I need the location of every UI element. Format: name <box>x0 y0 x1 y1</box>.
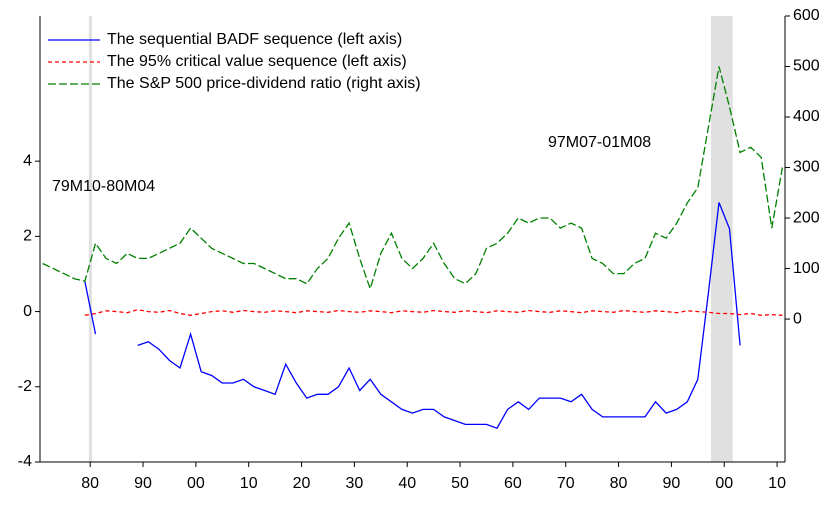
y-tick-label: -4 <box>18 453 32 470</box>
x-tick-label: 80 <box>81 475 99 492</box>
series-line <box>84 309 783 316</box>
x-tick-label: 80 <box>610 475 628 492</box>
x-tick-label: 90 <box>134 475 152 492</box>
x-tick-label: 30 <box>345 475 363 492</box>
legend-label: The S&P 500 price-dividend ratio (right … <box>107 75 421 92</box>
y-tick-label: 4 <box>23 152 32 169</box>
y-tick-label: 0 <box>23 303 32 320</box>
x-tick-label: 90 <box>663 475 681 492</box>
x-tick-label: 60 <box>504 475 522 492</box>
shaded-period <box>88 16 92 462</box>
y2-tick-label: 100 <box>793 260 820 277</box>
x-tick-label: 00 <box>715 475 733 492</box>
x-tick-label: 10 <box>768 475 786 492</box>
annotation: 97M07-01M08 <box>548 134 651 151</box>
y-tick-label: -2 <box>18 378 32 395</box>
y2-tick-label: 600 <box>793 7 820 24</box>
y2-tick-label: 500 <box>793 58 820 75</box>
x-tick-label: 50 <box>451 475 469 492</box>
x-tick-label: 70 <box>557 475 575 492</box>
annotation: 79M10-80M04 <box>52 178 155 195</box>
x-tick-label: 40 <box>398 475 416 492</box>
y2-tick-label: 200 <box>793 209 820 226</box>
y2-tick-label: 300 <box>793 159 820 176</box>
legend-label: The 95% critical value sequence (left ax… <box>107 53 407 70</box>
x-tick-label: 10 <box>240 475 258 492</box>
x-tick-label: 20 <box>293 475 311 492</box>
legend-label: The sequential BADF sequence (left axis) <box>107 31 402 48</box>
x-tick-label: 00 <box>187 475 205 492</box>
y-tick-label: 2 <box>23 228 32 245</box>
y2-tick-label: 400 <box>793 108 820 125</box>
series-line <box>42 66 784 291</box>
y2-tick-label: 0 <box>793 310 802 327</box>
shaded-period <box>711 16 733 462</box>
